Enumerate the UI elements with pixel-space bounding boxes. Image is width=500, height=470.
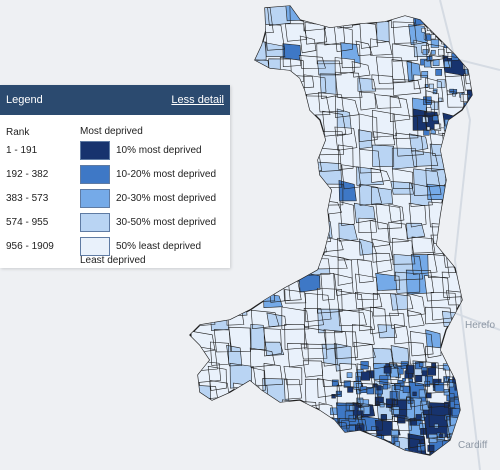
legend-rank: 956 - 1909	[6, 241, 54, 252]
legend-row: 1 - 191 10% most deprived	[6, 141, 226, 161]
legend-swatch	[80, 189, 110, 208]
legend-label: 20-30% most deprived	[116, 193, 217, 204]
least-deprived-label: Least deprived	[80, 255, 146, 266]
legend-swatch	[80, 213, 110, 232]
legend-rank: 192 - 382	[6, 169, 49, 180]
legend-label: 10-20% most deprived	[116, 169, 217, 180]
legend-body: Rank Most deprived 1 - 191 10% most depr…	[0, 115, 230, 268]
legend-rank: 574 - 955	[6, 217, 49, 228]
legend-swatch	[80, 141, 110, 160]
legend-header: Legend Less detail	[0, 85, 230, 115]
legend-swatch	[80, 237, 110, 256]
legend-label: 50% least deprived	[116, 241, 202, 252]
basemap-place-label: Cardiff	[458, 440, 488, 451]
legend-row: 383 - 573 20-30% most deprived	[6, 189, 226, 209]
most-deprived-label: Most deprived	[80, 126, 143, 137]
legend-panel: Legend Less detail Rank Most deprived 1 …	[0, 85, 230, 268]
legend-label: 30-50% most deprived	[116, 217, 217, 228]
basemap-place-label: Herefo	[465, 320, 496, 331]
legend-row: 956 - 1909 50% least deprived	[6, 237, 226, 257]
rank-heading: Rank	[6, 127, 30, 138]
legend-rank: 383 - 573	[6, 193, 49, 204]
deprivation-areas	[190, 6, 472, 455]
legend-title: Legend	[6, 94, 43, 106]
less-detail-link[interactable]: Less detail	[171, 94, 224, 106]
legend-rank: 1 - 191	[6, 145, 38, 156]
legend-row: 574 - 955 30-50% most deprived	[6, 213, 226, 233]
legend-row: 192 - 382 10-20% most deprived	[6, 165, 226, 185]
legend-label: 10% most deprived	[116, 145, 202, 156]
legend-swatch	[80, 165, 110, 184]
